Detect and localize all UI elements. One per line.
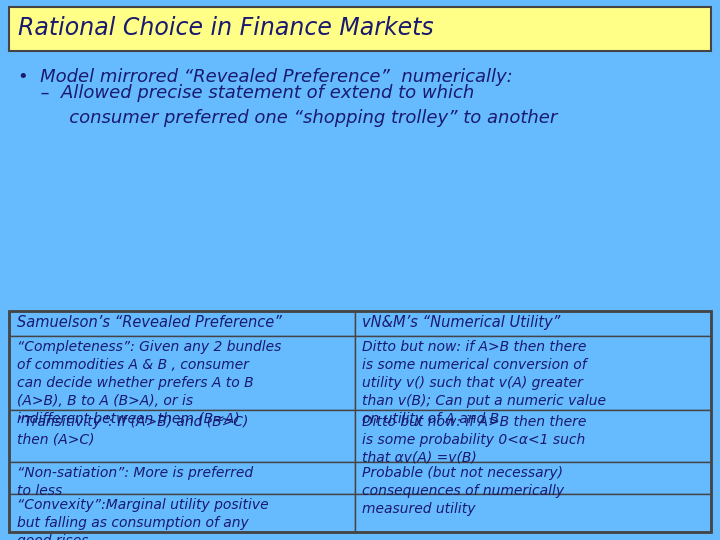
Text: Ditto but now: if A>B then there
is some numerical conversion of
utility v() suc: Ditto but now: if A>B then there is some…	[362, 340, 606, 426]
Text: Probable (but not necessary)
consequences of numerically
measured utility: Probable (but not necessary) consequence…	[362, 466, 564, 516]
Bar	[355, 410, 711, 462]
Bar	[355, 462, 711, 494]
Bar	[355, 336, 711, 410]
Text: Ditto but now: if A>B then there
is some probability 0<α<1 such
that αv(A) =v(B): Ditto but now: if A>B then there is some…	[362, 415, 587, 464]
Bar	[355, 494, 711, 532]
Bar	[9, 310, 355, 336]
Bar	[9, 462, 355, 494]
Bar	[9, 336, 355, 410]
Bar	[9, 494, 355, 532]
Text: “Convexity”:Marginal utility positive
but falling as consumption of any
good ris: “Convexity”:Marginal utility positive bu…	[17, 498, 268, 540]
Text: Samuelson’s “Revealed Preference”: Samuelson’s “Revealed Preference”	[17, 315, 282, 330]
Text: Rational Choice in Finance Markets: Rational Choice in Finance Markets	[18, 16, 433, 40]
Bar	[355, 310, 711, 336]
Bar	[9, 7, 711, 51]
Text: “Completeness”: Given any 2 bundles
of commodities A & B , consumer
can decide w: “Completeness”: Given any 2 bundles of c…	[17, 340, 281, 426]
Text: “Non-satiation”: More is preferred
to less: “Non-satiation”: More is preferred to le…	[17, 466, 253, 498]
Text: “Transitivity”: If (A>B) and (B>C)
then (A>C): “Transitivity”: If (A>B) and (B>C) then …	[17, 415, 248, 447]
Bar	[9, 410, 355, 462]
Text: –  Allowed precise statement of extend to which
       consumer preferred one “s: – Allowed precise statement of extend to…	[29, 84, 557, 127]
Text: •  Model mirrored “Revealed Preference”  numerically:: • Model mirrored “Revealed Preference” n…	[18, 68, 513, 85]
Text: vN&M’s “Numerical Utility”: vN&M’s “Numerical Utility”	[362, 315, 561, 330]
Bar	[9, 310, 711, 532]
